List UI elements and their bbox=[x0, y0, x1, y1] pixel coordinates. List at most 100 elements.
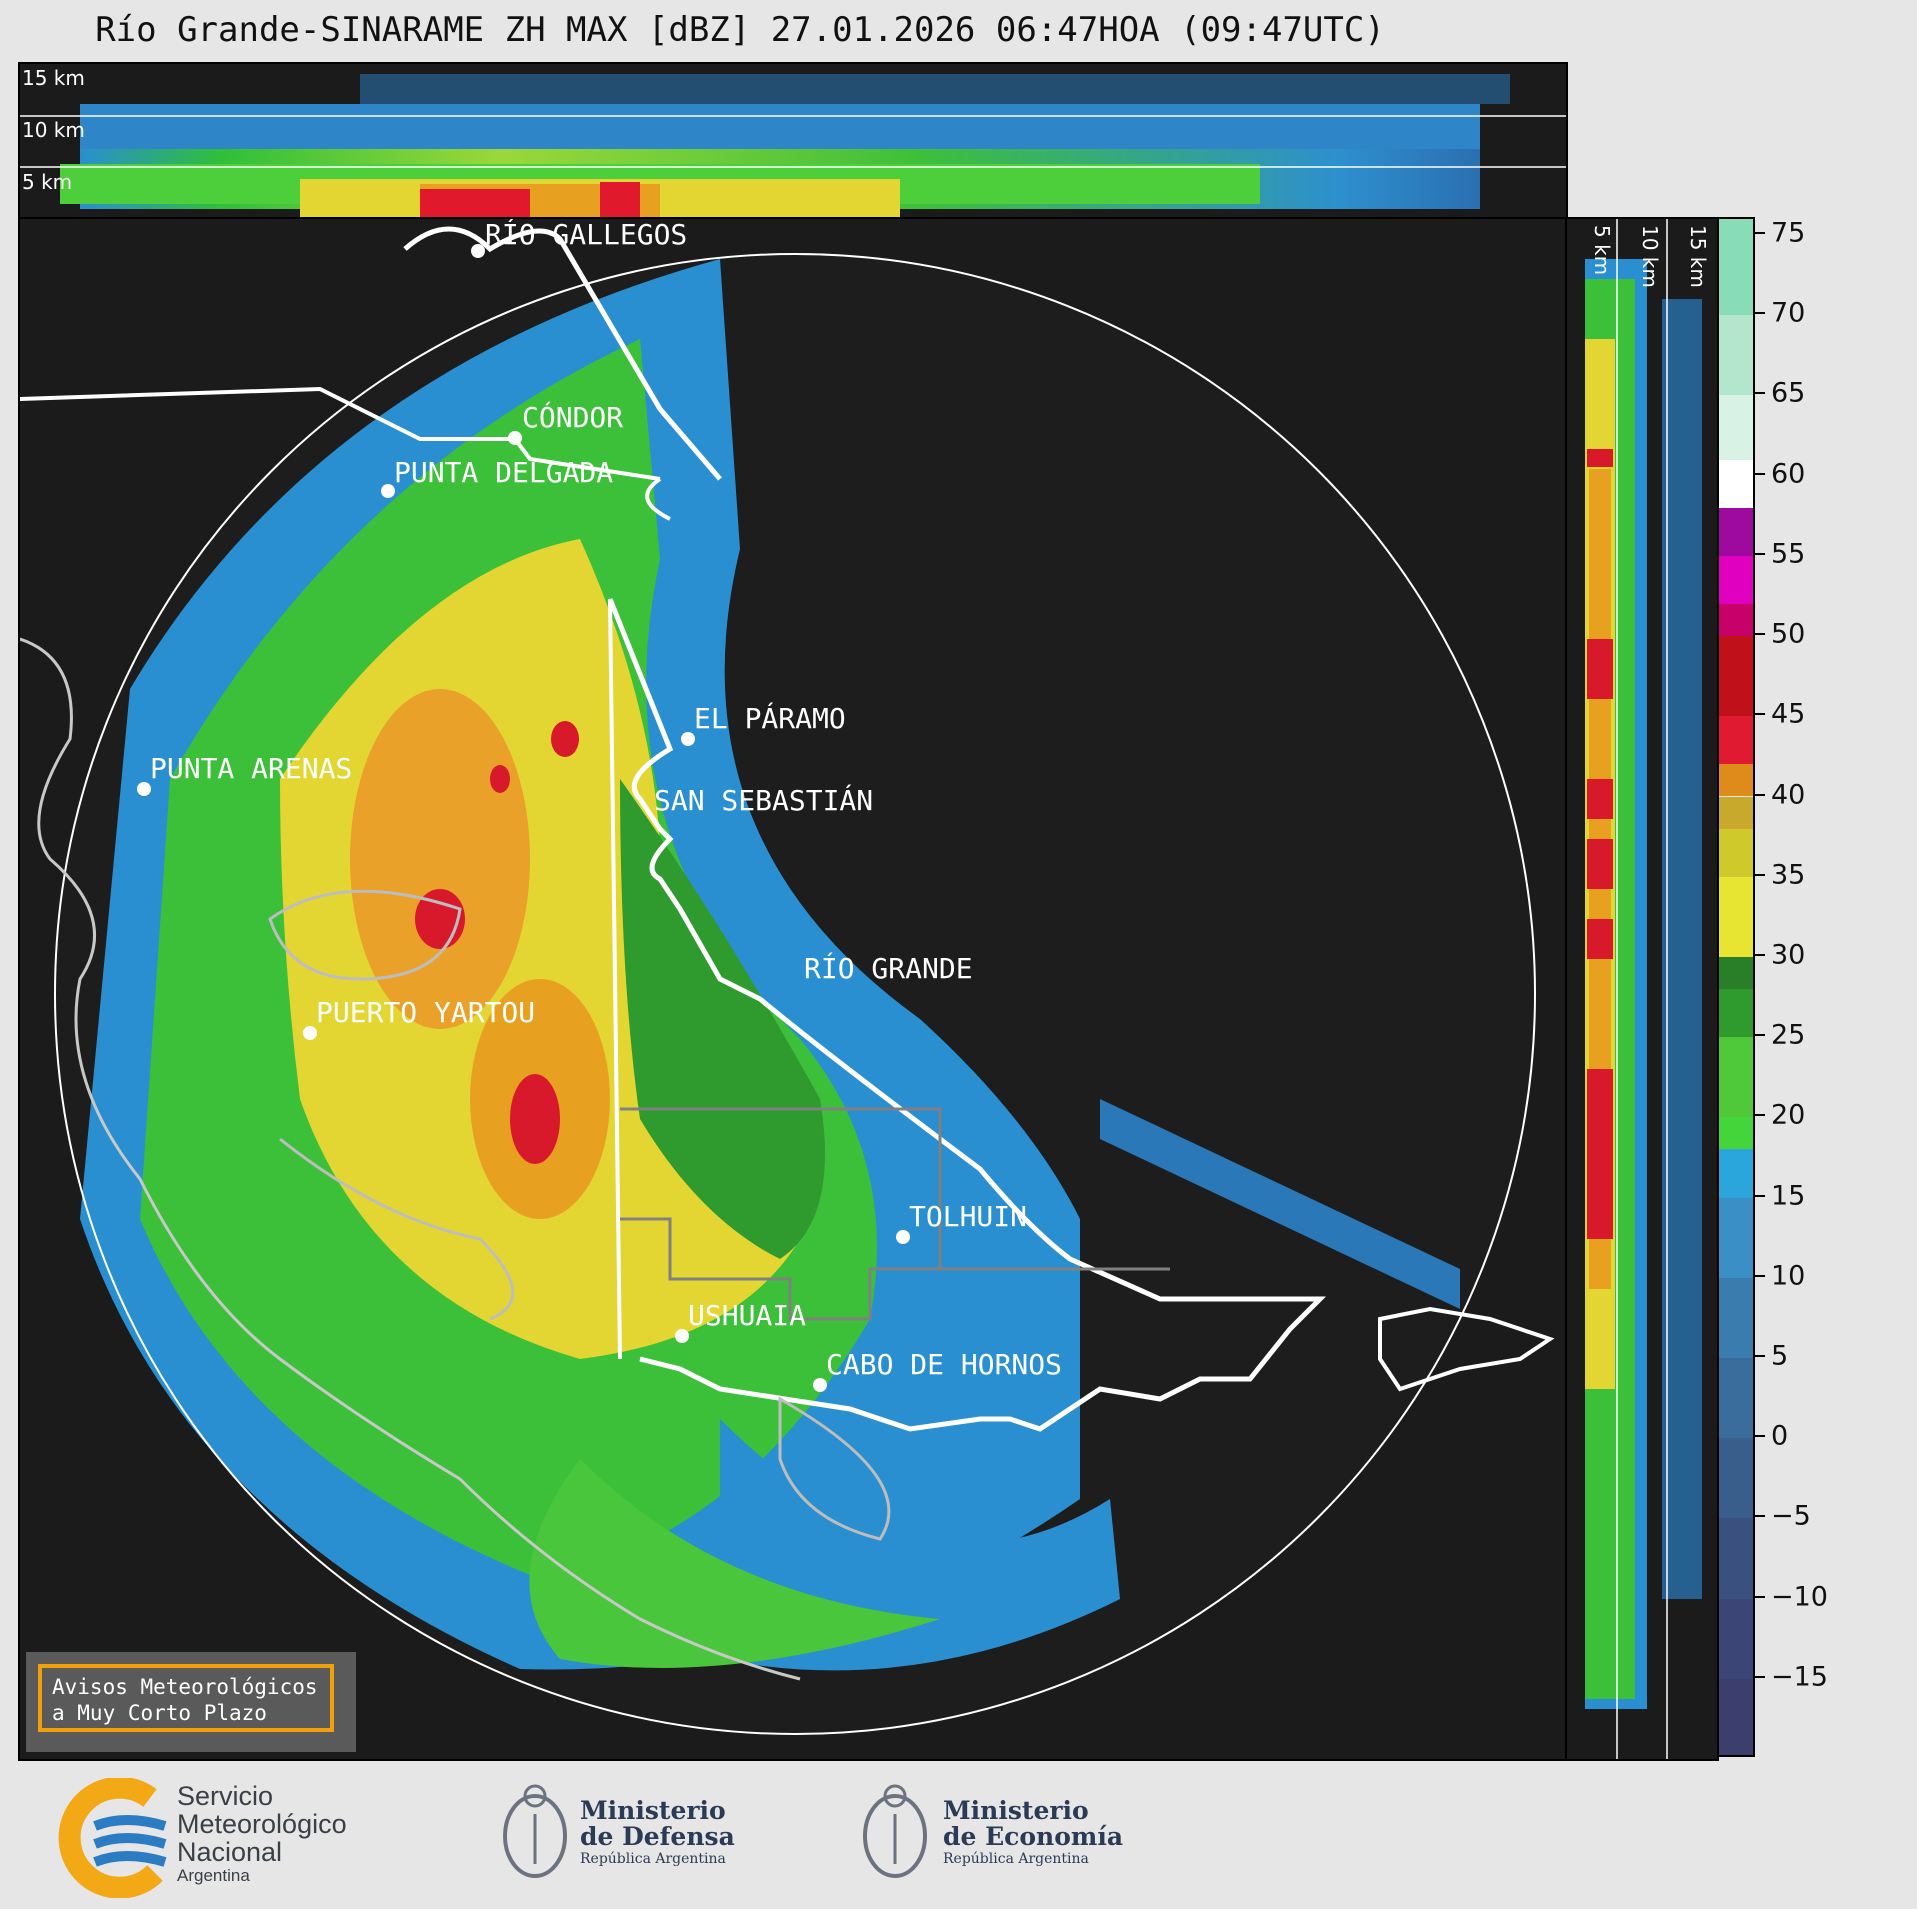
colorbar-tick bbox=[1755, 953, 1765, 956]
colorbar-tick-label: 25 bbox=[1771, 1019, 1806, 1051]
colorbar-tick-label: 60 bbox=[1771, 458, 1806, 490]
colorbar-segment bbox=[1719, 315, 1753, 396]
colorbar-tick-label: 65 bbox=[1771, 377, 1806, 409]
smn-line-2: Meteorológico bbox=[177, 1809, 347, 1839]
colorbar-segment bbox=[1719, 828, 1753, 877]
colorbar-tick-label: 35 bbox=[1771, 859, 1806, 891]
city-label-punta-arenas: PUNTA ARENAS bbox=[150, 752, 352, 785]
height-label-15km: 15 km bbox=[22, 66, 85, 90]
colorbar-tick-label: 20 bbox=[1771, 1099, 1806, 1131]
colorbar-segment bbox=[1719, 956, 1753, 989]
map-title: Río Grande-SINARAME ZH MAX [dBZ] 27.01.2… bbox=[95, 10, 1385, 50]
colorbar-segment bbox=[1719, 555, 1753, 604]
colorbar-tick-label: 0 bbox=[1771, 1420, 1789, 1452]
colorbar-segment bbox=[1719, 764, 1753, 797]
ministerio-defensa-logo: Ministerio de Defensa República Argentin… bbox=[495, 1770, 755, 1900]
colorbar-segment bbox=[1719, 876, 1753, 957]
radar-map-image: RÍO GALLEGOS CÓNDOR PUNTA DELGADA EL PÁR… bbox=[20, 219, 1555, 1735]
city-label-rio-grande: RÍO GRANDE bbox=[804, 951, 973, 985]
coat-of-arms-icon bbox=[503, 1784, 567, 1878]
smn-line-4: Argentina bbox=[177, 1866, 250, 1885]
colorbar-tick-label: 50 bbox=[1771, 618, 1806, 650]
colorbar-segment bbox=[1719, 1678, 1753, 1755]
colorbar-segment bbox=[1719, 1357, 1753, 1439]
colorbar-tick bbox=[1755, 1595, 1765, 1598]
colorbar-segment bbox=[1719, 636, 1753, 717]
height-label-5km: 5 km bbox=[22, 170, 73, 194]
city-label-cabo-de-hornos: CABO DE HORNOS bbox=[826, 1348, 1062, 1381]
colorbar-segment bbox=[1719, 1438, 1753, 1519]
colorbar-tick-label: −10 bbox=[1771, 1581, 1828, 1613]
colorbar-tick-label: −15 bbox=[1771, 1661, 1828, 1693]
coat-of-arms-icon bbox=[863, 1784, 927, 1878]
colorbar-tick bbox=[1755, 232, 1765, 235]
colorbar-segment bbox=[1719, 219, 1753, 316]
top-cross-section-image bbox=[20, 74, 1566, 217]
warning-line-2: a Muy Corto Plazo bbox=[52, 1701, 267, 1725]
colorbar-segment bbox=[1719, 459, 1753, 508]
warning-line-1: Avisos Meteorológicos bbox=[52, 1675, 318, 1699]
colorbar-tick bbox=[1755, 1435, 1765, 1438]
city-label-ushuaia: USHUAIA bbox=[688, 1299, 806, 1332]
ministerio-economia-logo: Ministerio de Economía República Argenti… bbox=[855, 1770, 1135, 1900]
colorbar-tick bbox=[1755, 1354, 1765, 1357]
colorbar-tick bbox=[1755, 392, 1765, 395]
colorbar-segment bbox=[1719, 1197, 1753, 1278]
colorbar-segment bbox=[1719, 1277, 1753, 1358]
colorbar-tick bbox=[1755, 1675, 1765, 1678]
colorbar-tick bbox=[1755, 793, 1765, 796]
smn-emblem-icon bbox=[58, 1778, 167, 1898]
colorbar-segment bbox=[1719, 1037, 1753, 1118]
colorbar-segment bbox=[1719, 1518, 1753, 1599]
colorbar-tick-label: 55 bbox=[1771, 538, 1806, 570]
colorbar-tick bbox=[1755, 1515, 1765, 1518]
defensa-line-1: Ministerio bbox=[580, 1796, 726, 1825]
height-label-5km-side: 5 km bbox=[1590, 225, 1614, 275]
side-cross-section-panel: 5 km 10 km 15 km bbox=[1565, 217, 1719, 1761]
colorbar-tick bbox=[1755, 1114, 1765, 1117]
defensa-line-2: de Defensa bbox=[580, 1822, 735, 1851]
city-label-puerto-yartou: PUERTO YARTOU bbox=[316, 996, 535, 1029]
smn-line-1: Servicio bbox=[177, 1781, 274, 1811]
colorbar-segment bbox=[1719, 716, 1753, 765]
colorbar-tick-label: 10 bbox=[1771, 1260, 1806, 1292]
colorbar-tick-label: 40 bbox=[1771, 779, 1806, 810]
side-cross-section-image: 5 km 10 km 15 km bbox=[1585, 219, 1710, 1759]
colorbar-tick-label: 30 bbox=[1771, 939, 1806, 971]
colorbar-segment bbox=[1719, 604, 1753, 637]
colorbar-segment bbox=[1719, 796, 1753, 829]
warning-box: Avisos Meteorológicos a Muy Corto Plazo bbox=[26, 1652, 356, 1752]
city-label-el-paramo: EL PÁRAMO bbox=[694, 701, 846, 735]
economia-line-2: de Economía bbox=[943, 1822, 1124, 1851]
colorbar-tick bbox=[1755, 633, 1765, 636]
colorbar-tick bbox=[1755, 552, 1765, 555]
colorbar-tick bbox=[1755, 472, 1765, 475]
colorbar-tick bbox=[1755, 312, 1765, 315]
colorbar-segment bbox=[1719, 1149, 1753, 1198]
colorbar-segment bbox=[1719, 395, 1753, 460]
colorbar-tick bbox=[1755, 713, 1765, 716]
economia-line-1: Ministerio bbox=[943, 1796, 1089, 1825]
colorbar-tick bbox=[1755, 1194, 1765, 1197]
colorbar-tick-label: 15 bbox=[1771, 1180, 1806, 1212]
colorbar-segment bbox=[1719, 1598, 1753, 1679]
colorbar-tick-label: 45 bbox=[1771, 698, 1806, 730]
colorbar-tick bbox=[1755, 1034, 1765, 1037]
colorbar-tick-label: 5 bbox=[1771, 1340, 1789, 1372]
city-label-condor: CÓNDOR bbox=[522, 400, 623, 434]
colorbar-tick-label: 70 bbox=[1771, 297, 1806, 329]
city-label-punta-delgada: PUNTA DELGADA bbox=[394, 456, 613, 489]
colorbar-tick-label: 75 bbox=[1771, 217, 1806, 249]
colorbar-tick bbox=[1755, 1274, 1765, 1277]
smn-line-3: Nacional bbox=[177, 1837, 283, 1867]
radar-map-panel: RÍO GALLEGOS CÓNDOR PUNTA DELGADA EL PÁR… bbox=[18, 217, 1568, 1761]
colorbar-tick bbox=[1755, 873, 1765, 876]
height-label-10km-side: 10 km bbox=[1638, 225, 1662, 288]
top-cross-section-panel: 15 km 10 km 5 km bbox=[18, 62, 1568, 219]
city-label-rio-gallegos: RÍO GALLEGOS bbox=[485, 219, 687, 251]
city-label-san-sebastian: SAN SEBASTIÁN bbox=[654, 783, 873, 817]
warning-box-frame: Avisos Meteorológicos a Muy Corto Plazo bbox=[38, 1664, 334, 1732]
colorbar-segment bbox=[1719, 1117, 1753, 1150]
colorbar-segment bbox=[1719, 507, 1753, 556]
height-label-15km-side: 15 km bbox=[1686, 225, 1710, 288]
